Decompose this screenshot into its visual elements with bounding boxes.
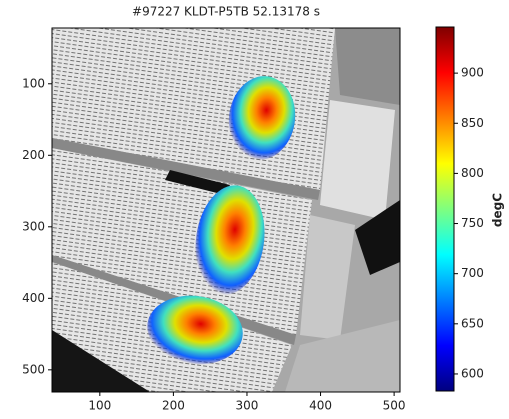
colorbar-tick-label: 750: [461, 216, 484, 230]
plot-frame: [51, 27, 401, 393]
y-tick-label: 100: [22, 76, 45, 90]
y-tick-label: 300: [22, 219, 45, 233]
y-tick-label: 200: [22, 148, 45, 162]
colorbar-tick-label: 700: [461, 266, 484, 280]
colorbar: [435, 26, 455, 392]
x-tick-label: 100: [88, 399, 111, 413]
x-tick-label: 400: [309, 399, 332, 413]
x-tick-label: 500: [383, 399, 406, 413]
x-tick-label: 200: [162, 399, 185, 413]
colorbar-tick-label: 850: [461, 116, 484, 130]
colorbar-tick-label: 900: [461, 66, 484, 80]
colorbar-tick-label: 600: [461, 366, 484, 380]
thermal-image: [52, 28, 400, 392]
colorbar-tick-label: 800: [461, 166, 484, 180]
x-tick-label: 300: [236, 399, 259, 413]
y-tick-label: 400: [22, 291, 45, 305]
colorbar-label: degC: [491, 193, 505, 227]
colorbar-tick-label: 650: [461, 316, 484, 330]
y-tick-label: 500: [22, 362, 45, 376]
chart-title: #97227 KLDT-P5TB 52.13178 s: [132, 5, 320, 19]
